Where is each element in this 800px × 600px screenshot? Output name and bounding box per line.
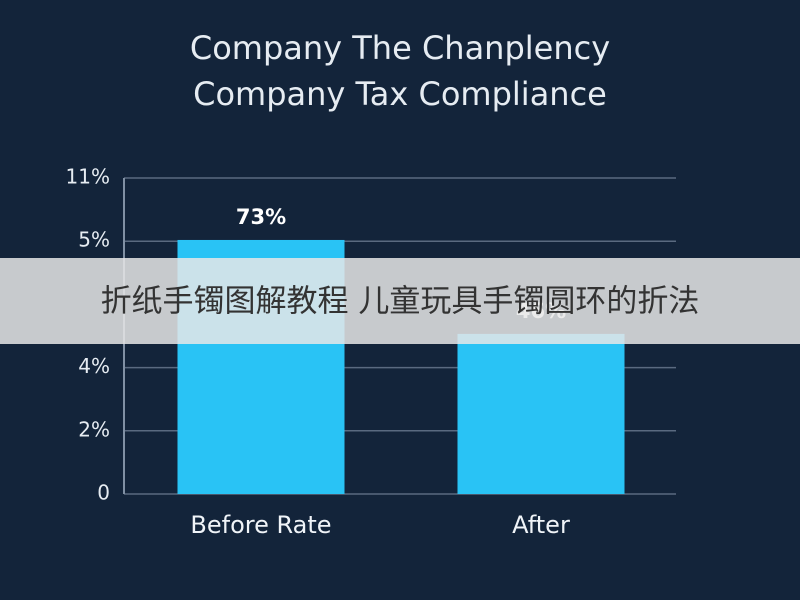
- overlay-banner: [0, 258, 800, 344]
- y-tick-label: 4%: [78, 354, 110, 378]
- value-label: 73%: [236, 205, 286, 229]
- chart-title: Company The Chanplency: [190, 29, 610, 67]
- chart-title: Company Tax Compliance: [193, 75, 607, 113]
- y-tick-label: 11%: [66, 165, 110, 189]
- y-tick-label: 5%: [78, 228, 110, 252]
- x-tick-label: After: [512, 511, 570, 539]
- x-tick-label: Before Rate: [190, 511, 331, 539]
- y-tick-label: 0: [97, 481, 110, 505]
- overlay-text: 折纸手镯图解教程 儿童玩具手镯圆环的折法: [101, 284, 700, 320]
- y-tick-label: 2%: [78, 417, 110, 441]
- bar: [457, 333, 625, 494]
